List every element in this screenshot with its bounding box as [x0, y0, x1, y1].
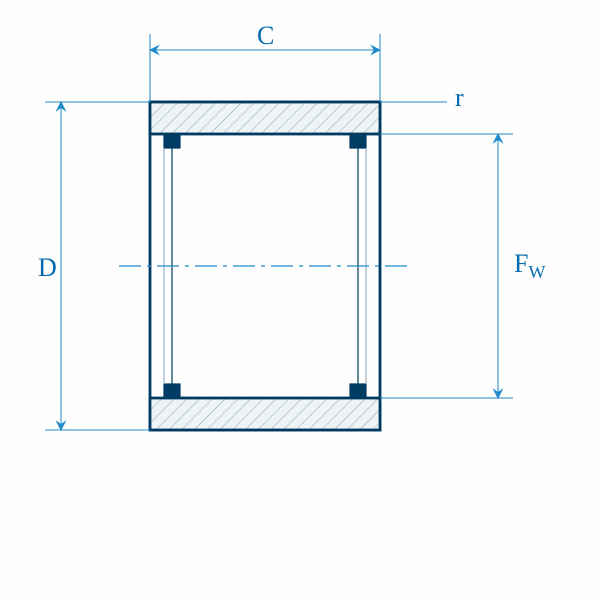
label-Fw: FW [514, 249, 545, 282]
label-r: r [455, 83, 464, 112]
label-C: C [257, 21, 274, 50]
label-D: D [38, 253, 57, 282]
